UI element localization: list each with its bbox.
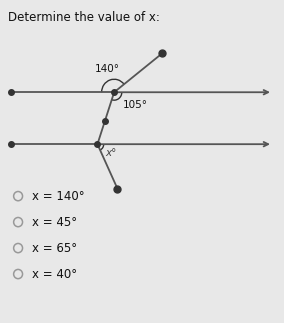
Text: Determine the value of x:: Determine the value of x: — [8, 11, 160, 25]
Text: 105°: 105° — [123, 100, 148, 110]
Text: x = 40°: x = 40° — [32, 267, 77, 281]
Text: x = 65°: x = 65° — [32, 242, 77, 255]
Text: x = 140°: x = 140° — [32, 190, 85, 203]
Text: x = 45°: x = 45° — [32, 216, 77, 229]
Text: x°: x° — [105, 148, 117, 158]
Text: 140°: 140° — [95, 64, 120, 74]
